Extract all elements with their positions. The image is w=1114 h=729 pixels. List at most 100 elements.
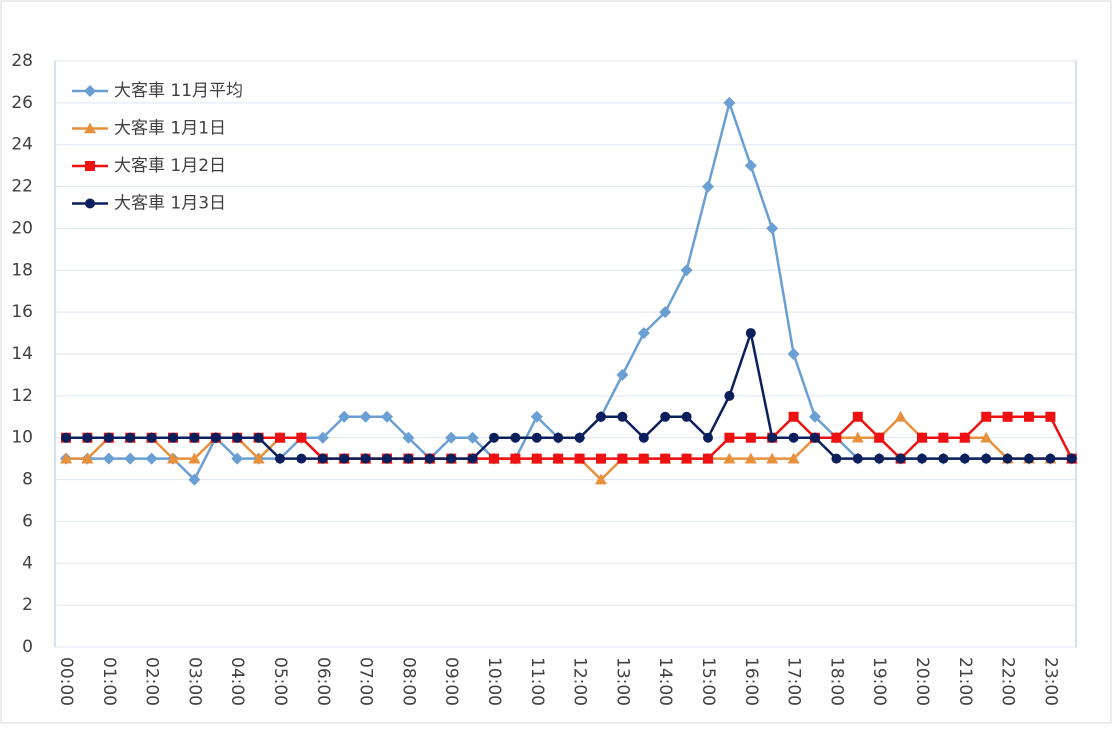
marker: [316, 431, 329, 444]
marker: [531, 453, 542, 464]
marker: [489, 432, 499, 443]
marker: [810, 432, 820, 443]
marker: [938, 432, 949, 443]
x-tick-label: 21:00: [955, 657, 975, 706]
y-tick-label: 24: [11, 135, 33, 155]
marker: [744, 452, 757, 464]
marker: [744, 159, 757, 172]
marker: [745, 328, 756, 339]
marker: [252, 452, 265, 464]
marker: [745, 432, 756, 443]
legend-label: 大客車 11月平均: [114, 81, 243, 101]
marker: [660, 453, 671, 464]
marker: [809, 410, 821, 423]
y-tick-label: 26: [11, 93, 33, 113]
marker: [680, 264, 693, 277]
x-tick-label: 06:00: [313, 657, 333, 706]
marker: [253, 432, 264, 443]
marker: [403, 453, 414, 464]
marker: [938, 453, 949, 464]
marker: [787, 452, 800, 464]
marker: [167, 452, 179, 464]
legend-label: 大客車 1月1日: [114, 119, 226, 139]
marker: [1024, 411, 1034, 422]
x-tick-label: 07:00: [356, 657, 376, 706]
marker: [510, 453, 521, 464]
marker: [787, 348, 800, 360]
marker: [917, 453, 927, 464]
marker: [446, 453, 457, 464]
x-tick-label: 23:00: [1040, 657, 1060, 706]
marker: [1024, 453, 1034, 464]
marker: [382, 453, 392, 464]
marker: [723, 452, 736, 464]
y-tick-label: 4: [22, 553, 33, 573]
marker: [338, 410, 351, 423]
marker: [510, 432, 521, 443]
x-tick-label: 19:00: [869, 657, 889, 706]
marker: [1045, 453, 1056, 464]
marker: [467, 453, 478, 464]
marker: [145, 452, 158, 465]
legend-label: 大客車 1月2日: [114, 156, 226, 176]
marker: [359, 410, 372, 423]
marker: [210, 432, 221, 443]
x-tick-label: 13:00: [612, 657, 632, 706]
marker: [595, 473, 607, 485]
marker: [637, 327, 650, 340]
x-tick-label: 22:00: [998, 657, 1018, 706]
x-tick-label: 00:00: [56, 657, 76, 706]
y-tick-label: 10: [11, 428, 33, 448]
y-tick-label: 6: [22, 511, 33, 531]
marker: [553, 453, 564, 464]
marker: [574, 432, 585, 443]
x-tick-label: 15:00: [698, 657, 718, 706]
marker: [445, 431, 458, 444]
marker: [660, 411, 671, 422]
marker: [1045, 411, 1056, 422]
marker: [596, 411, 606, 422]
y-tick-label: 22: [11, 177, 33, 197]
marker: [981, 453, 992, 464]
marker: [317, 453, 328, 464]
marker: [617, 453, 628, 464]
marker: [959, 453, 970, 464]
x-tick-label: 02:00: [142, 657, 162, 706]
x-tick-label: 05:00: [270, 657, 290, 706]
marker: [681, 411, 692, 422]
y-tick-label: 2: [22, 595, 33, 615]
x-tick-label: 11:00: [527, 657, 547, 706]
marker: [617, 411, 628, 422]
marker: [60, 452, 72, 464]
marker: [788, 432, 799, 443]
marker: [188, 473, 201, 486]
marker: [616, 368, 629, 381]
marker: [638, 432, 649, 443]
x-tick-label: 12:00: [570, 657, 590, 706]
marker: [489, 453, 499, 464]
marker: [703, 453, 713, 464]
x-tick-label: 04:00: [227, 657, 247, 706]
marker: [424, 453, 435, 464]
marker: [125, 432, 136, 443]
marker: [168, 432, 178, 443]
marker: [275, 453, 285, 464]
marker: [724, 390, 735, 401]
marker: [232, 432, 243, 443]
marker: [766, 452, 779, 464]
x-tick-label: 18:00: [826, 657, 846, 706]
y-tick-label: 12: [11, 386, 33, 406]
marker: [61, 432, 71, 443]
x-tick-label: 14:00: [655, 657, 675, 706]
marker: [189, 432, 200, 443]
marker: [530, 410, 543, 423]
marker: [84, 85, 96, 97]
marker: [553, 432, 564, 443]
marker: [831, 432, 842, 443]
marker: [82, 432, 93, 443]
marker: [724, 432, 735, 443]
marker: [638, 453, 649, 464]
marker: [466, 431, 479, 444]
x-tick-label: 10:00: [484, 657, 504, 706]
y-tick-label: 18: [11, 260, 33, 280]
